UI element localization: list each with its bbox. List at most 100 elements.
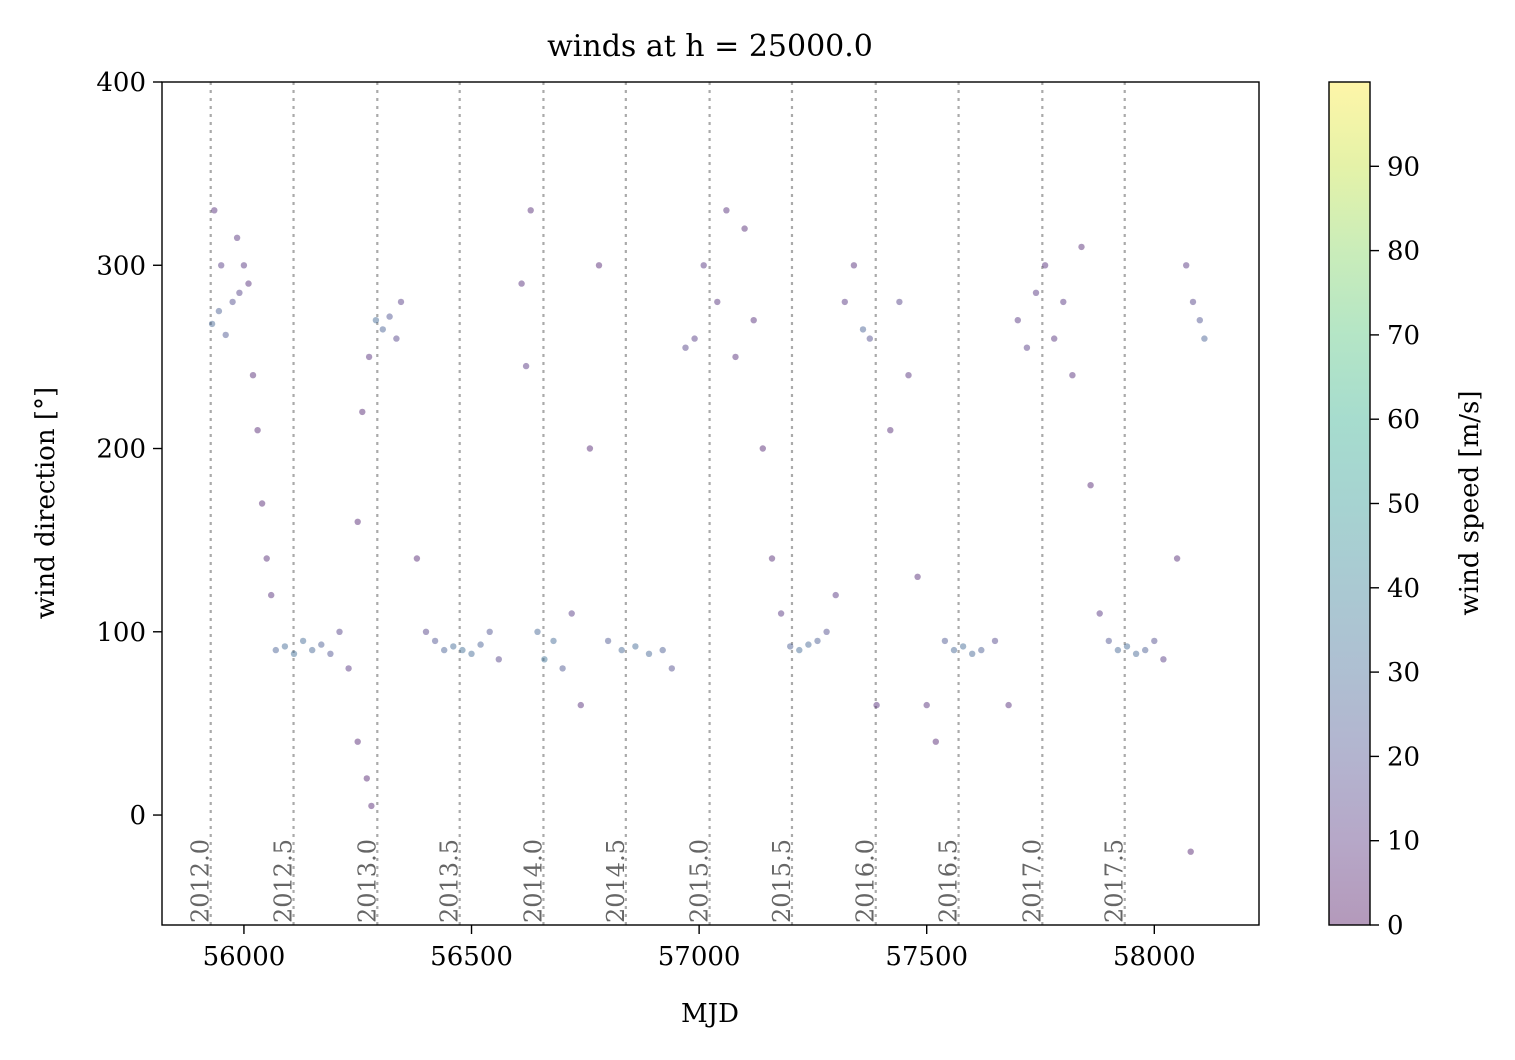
data-point [814, 637, 821, 645]
data-point [459, 646, 466, 654]
x-tick-label: 57500 [885, 942, 968, 972]
data-point [1096, 610, 1103, 617]
x-tick-label: 57000 [658, 942, 741, 972]
data-point [379, 326, 386, 333]
year-label: 2015.5 [768, 839, 796, 923]
data-point [290, 650, 298, 657]
year-label: 2014.5 [602, 839, 630, 923]
data-point [604, 637, 612, 645]
data-point [372, 317, 380, 324]
year-label: 2017.5 [1101, 839, 1129, 923]
colorbar-tick-label: 80 [1387, 237, 1420, 267]
data-point [1173, 555, 1181, 562]
data-point [534, 628, 541, 635]
colorbar-tick-label: 0 [1387, 911, 1404, 941]
y-axis: 0 100 200 300 400 [96, 68, 162, 831]
data-point [1132, 650, 1140, 657]
y-axis-label: wind direction [°] [31, 387, 61, 619]
data-point [632, 643, 639, 650]
y-tick-label: 400 [96, 68, 146, 98]
data-point [1078, 243, 1085, 251]
x-tick-label: 56500 [430, 942, 513, 972]
data-point [850, 262, 858, 269]
colorbar-tick-label: 60 [1387, 405, 1420, 435]
data-point [236, 289, 243, 296]
year-label: 2013.5 [436, 839, 464, 923]
data-point [823, 628, 830, 635]
data-point [1123, 643, 1131, 650]
data-point [969, 650, 976, 657]
data-point [618, 646, 625, 654]
data-point [723, 207, 730, 214]
year-label: 2014.0 [519, 839, 547, 923]
data-point [914, 573, 921, 580]
data-point [668, 665, 675, 672]
data-point [905, 372, 912, 379]
data-point [397, 298, 405, 306]
colorbar-tick-label: 40 [1387, 574, 1420, 604]
data-point [486, 628, 493, 635]
data-point [368, 802, 375, 810]
data-point [805, 641, 812, 648]
data-point [218, 262, 225, 269]
colorbar-tick-label: 70 [1387, 321, 1420, 351]
data-point [495, 656, 502, 663]
data-point [950, 646, 958, 654]
data-point [550, 637, 557, 645]
data-point [431, 637, 439, 645]
data-point [365, 353, 373, 361]
colorbar-label: wind speed [m/s] [1455, 391, 1485, 616]
colorbar-tick-label: 90 [1387, 152, 1420, 182]
data-point [1041, 262, 1049, 269]
data-point [518, 280, 525, 287]
year-label: 2013.0 [353, 839, 381, 923]
data-point [991, 637, 999, 645]
data-point [832, 591, 839, 599]
data-point [211, 207, 218, 214]
data-point [386, 313, 393, 320]
data-point [1060, 298, 1067, 306]
colorbar-tick-label: 50 [1387, 490, 1420, 520]
data-point [393, 335, 400, 342]
data-point [1160, 656, 1167, 663]
data-point [422, 628, 430, 635]
data-point [978, 646, 985, 654]
data-point [941, 637, 949, 645]
data-point [327, 650, 334, 657]
data-point [1151, 637, 1158, 645]
data-point [732, 353, 739, 361]
data-point [477, 641, 484, 648]
year-markers [209, 82, 1126, 925]
year-label: 2016.0 [852, 839, 880, 923]
y-tick-label: 0 [129, 801, 146, 831]
data-point [249, 372, 257, 379]
data-point [859, 326, 867, 333]
data-point [299, 637, 307, 645]
data-point [268, 591, 275, 599]
data-point [714, 298, 721, 306]
data-point [441, 646, 448, 654]
data-point [741, 225, 748, 232]
data-point [272, 646, 279, 654]
colorbar-tick-label: 30 [1387, 658, 1420, 688]
data-point [645, 650, 653, 657]
data-point [336, 628, 343, 635]
data-point [309, 646, 316, 654]
data-point [659, 646, 666, 654]
data-point [263, 555, 270, 562]
chart-title: winds at h = 25000.0 [547, 29, 873, 64]
data-point [691, 335, 698, 342]
data-point [1051, 335, 1058, 342]
data-point [841, 298, 848, 306]
colorbar-tick-label: 20 [1387, 742, 1420, 772]
data-point [222, 331, 229, 339]
data-point [923, 701, 930, 709]
data-point [1142, 646, 1149, 654]
data-point [559, 665, 566, 672]
data-point [1183, 262, 1190, 269]
data-point [215, 307, 223, 315]
data-point [768, 555, 776, 562]
colorbar [1329, 82, 1370, 925]
data-point [1014, 317, 1021, 324]
